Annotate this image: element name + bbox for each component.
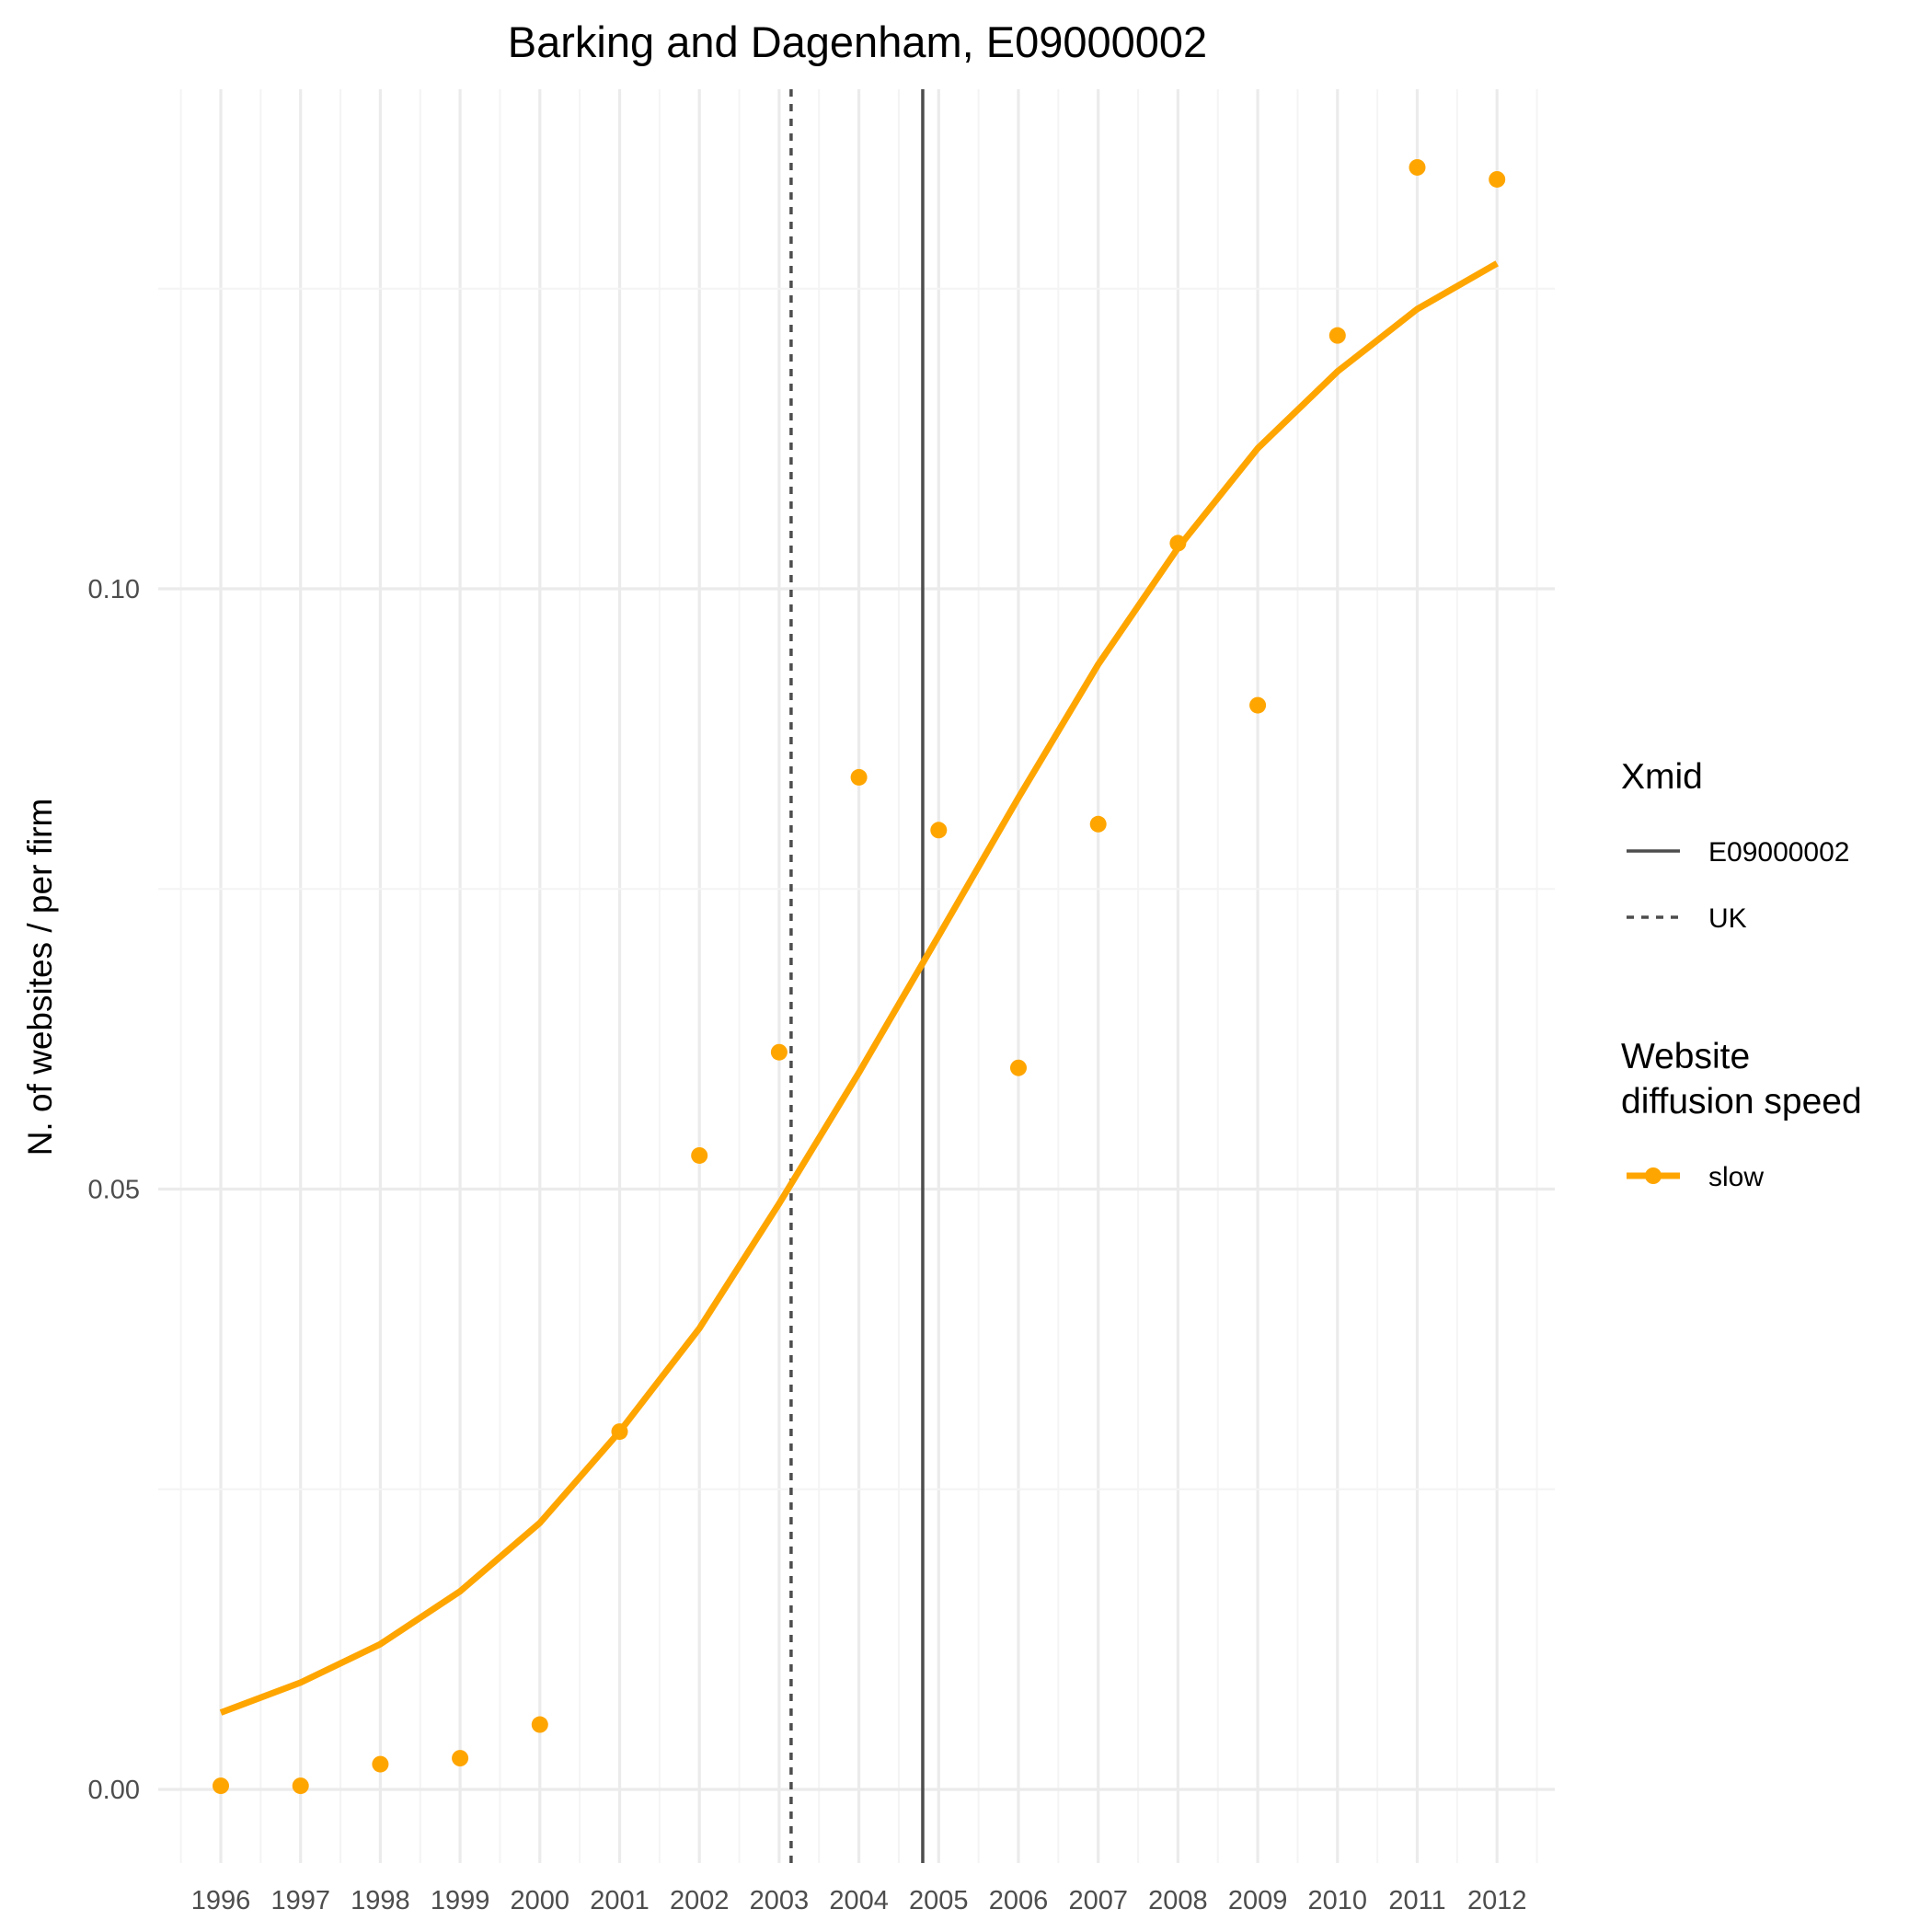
x-tick-label: 1997	[270, 1886, 330, 1915]
x-axis-ticks: 1996 1997 1998 1999 2000 2001 2002 2003 2004 2005…	[191, 1886, 1527, 1915]
x-tick-label: 1996	[191, 1886, 251, 1915]
x-tick-label: 2004	[829, 1886, 889, 1915]
data-point-2008	[1169, 535, 1187, 552]
data-point-2011	[1409, 158, 1426, 176]
observed-points	[213, 158, 1506, 1795]
legend: Xmid E09000002 UK Website diffusion spee…	[1621, 757, 1862, 1192]
legend-label-uk: UK	[1708, 903, 1747, 934]
x-tick-label: 2012	[1467, 1886, 1527, 1915]
legend-title-speed-line2: diffusion speed	[1621, 1082, 1862, 1121]
x-tick-label: 2002	[670, 1886, 730, 1915]
legend-key-slow-point	[1645, 1167, 1662, 1184]
y-tick-label: 0.00	[88, 1776, 140, 1805]
data-point-2002	[691, 1146, 708, 1164]
data-point-2003	[770, 1043, 788, 1061]
x-tick-label: 2007	[1068, 1886, 1128, 1915]
y-axis-ticks: 0.00 0.05 0.10	[88, 575, 140, 1805]
y-axis-title: N. of websites / per firm	[21, 799, 59, 1156]
x-tick-label: 2009	[1228, 1886, 1288, 1915]
data-point-1998	[372, 1755, 389, 1773]
data-point-2010	[1328, 327, 1346, 344]
data-point-2005	[930, 822, 948, 839]
x-tick-label: 2011	[1388, 1886, 1445, 1915]
x-tick-label: 2001	[590, 1886, 650, 1915]
x-tick-label: 1998	[351, 1886, 410, 1915]
data-point-1997	[292, 1777, 309, 1795]
gridlines	[158, 89, 1555, 1863]
fitted-curve	[219, 260, 1499, 1716]
data-point-2001	[611, 1423, 628, 1441]
reference-lines	[789, 89, 925, 1863]
data-point-2004	[850, 768, 868, 786]
x-tick-label: 2005	[909, 1886, 969, 1915]
x-tick-label: 2010	[1308, 1886, 1368, 1915]
data-point-2009	[1249, 696, 1267, 714]
chart-title: Barking and Dagenham, E09000002	[508, 17, 1207, 66]
legend-title-speed-line1: Website	[1621, 1037, 1750, 1076]
x-tick-label: 1999	[431, 1886, 490, 1915]
x-tick-label: 2003	[750, 1886, 810, 1915]
series-line-slow	[219, 260, 1499, 1716]
legend-label-slow: slow	[1708, 1162, 1764, 1192]
x-tick-label: 2000	[511, 1886, 570, 1915]
legend-title-xmid: Xmid	[1621, 757, 1703, 797]
data-point-1999	[452, 1750, 469, 1767]
x-tick-label: 2006	[989, 1886, 1049, 1915]
data-point-2012	[1489, 170, 1506, 188]
data-point-2000	[531, 1716, 548, 1733]
legend-label-e09000002: E09000002	[1708, 837, 1850, 868]
data-point-1996	[213, 1777, 229, 1795]
y-tick-label: 0.05	[88, 1176, 140, 1205]
data-point-2007	[1089, 815, 1107, 833]
y-tick-label: 0.10	[88, 575, 140, 604]
x-tick-label: 2008	[1148, 1886, 1208, 1915]
data-point-2006	[1010, 1059, 1027, 1076]
